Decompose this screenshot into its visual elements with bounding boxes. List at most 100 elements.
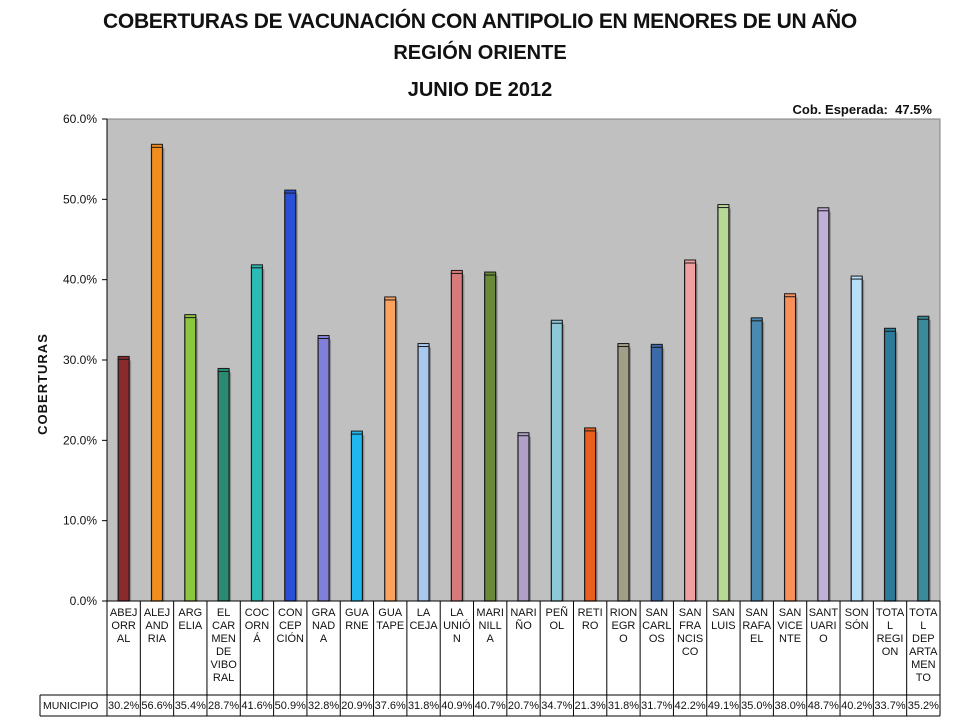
value-label: 31.7% <box>641 700 672 712</box>
bar <box>617 344 630 602</box>
category-label: SAN RAFA EL <box>742 607 771 645</box>
bar-cap <box>784 293 797 298</box>
expected-coverage: Cob. Esperada: 47.5% <box>793 102 932 117</box>
bar-cap <box>850 275 863 280</box>
value-label: 40.9% <box>441 700 472 712</box>
expected-coverage-label: Cob. Esperada: <box>792 102 888 117</box>
bar-cap <box>217 367 230 372</box>
bar-cap <box>684 259 697 264</box>
category-label: GUA TAPE <box>376 607 404 632</box>
bar <box>817 209 830 602</box>
y-tick-label: 10.0% <box>63 514 97 528</box>
bar-cap <box>917 315 930 320</box>
category-label: TOTA L DEP ARTA MEN TO <box>909 607 938 684</box>
value-label: 33.7% <box>874 700 905 712</box>
bar <box>917 317 930 602</box>
value-label: 48.7% <box>808 700 839 712</box>
bar <box>484 273 497 602</box>
value-label: 20.7% <box>508 700 539 712</box>
bar-cap <box>284 189 297 194</box>
bar <box>550 321 563 602</box>
value-label: 37.6% <box>375 700 406 712</box>
bar <box>783 295 797 602</box>
bar <box>117 357 130 602</box>
value-label: 49.1% <box>708 700 739 712</box>
bar <box>584 429 597 602</box>
y-tick-label: 30.0% <box>63 353 97 367</box>
value-label: 30.2% <box>108 700 139 712</box>
bar <box>750 319 763 602</box>
bar-cap <box>250 264 263 269</box>
bar-cap <box>750 317 763 322</box>
bar-cap <box>150 143 163 148</box>
bar-cap <box>817 207 830 212</box>
bar <box>650 345 663 602</box>
chart-subtitle: REGIÓN ORIENTE <box>393 42 567 64</box>
value-label: 35.4% <box>175 700 206 712</box>
bar-cap <box>450 269 463 274</box>
category-label: SAN FRA NCIS CO <box>677 607 703 658</box>
category-label: SAN VICE NTE <box>777 607 803 645</box>
value-label: 40.7% <box>475 700 506 712</box>
y-tick-label: 60.0% <box>63 112 97 126</box>
bar-cap <box>717 204 730 209</box>
category-label: ALEJ AND RIA <box>144 607 170 645</box>
category-label: PEÑ OL <box>546 606 569 632</box>
bar <box>384 298 397 602</box>
value-label: 35.0% <box>741 700 772 712</box>
bar <box>250 266 264 602</box>
series-name-label: MUNICIPIO <box>43 700 98 712</box>
value-label: 21.3% <box>575 700 606 712</box>
value-label: 40.2% <box>841 700 872 712</box>
category-label: MARI NILL A <box>476 607 504 645</box>
bar-cap <box>417 343 430 348</box>
category-label: LA CEJA <box>409 607 438 632</box>
value-label: 32.8% <box>308 700 339 712</box>
bar <box>350 432 363 602</box>
chart-title: COBERTURAS DE VACUNACIÓN CON ANTIPOLIO E… <box>103 10 857 33</box>
category-label: RION EGR O <box>610 607 638 645</box>
bar-cap <box>650 343 663 348</box>
category-label: SAN LUIS <box>711 607 735 632</box>
bar <box>217 369 230 602</box>
bar <box>284 191 297 602</box>
y-tick-label: 20.0% <box>63 433 97 447</box>
value-label: 56.6% <box>141 700 172 712</box>
y-tick-label: 40.0% <box>63 273 97 287</box>
bar-cap <box>184 314 197 319</box>
category-label: LA UNIÓ N <box>443 607 471 645</box>
bar-cap <box>617 343 630 348</box>
value-label: 50.9% <box>275 700 306 712</box>
category-label: SAN CARL OS <box>642 607 671 645</box>
category-label: NARI ÑO <box>510 607 536 632</box>
bar-cap <box>484 271 497 276</box>
bar <box>883 329 897 602</box>
expected-coverage-value: 47.5% <box>895 102 932 117</box>
category-label: SON SÓN <box>845 607 869 632</box>
value-label: 31.8% <box>408 700 439 712</box>
bar <box>517 434 530 602</box>
bar-cap <box>350 430 363 435</box>
value-label: 34.7% <box>541 700 572 712</box>
category-label: COC ORN Á <box>245 607 270 645</box>
bar <box>717 205 730 602</box>
bar-cap <box>584 427 597 432</box>
bar-cap <box>517 432 530 437</box>
category-label: CON CEP CIÓN <box>277 607 305 645</box>
bar-cap <box>317 335 330 340</box>
bar-cap <box>384 296 397 301</box>
value-label: 28.7% <box>208 700 239 712</box>
bar-cap <box>550 319 563 324</box>
category-label: EL CAR MEN DE VIBO RAL <box>210 607 237 684</box>
value-label: 38.0% <box>774 700 805 712</box>
category-label: RETI RO <box>578 607 603 632</box>
chart-period: JUNIO DE 2012 <box>407 79 553 101</box>
value-label: 31.8% <box>608 700 639 712</box>
y-tick-label: 0.0% <box>70 594 98 608</box>
bar <box>683 261 697 602</box>
value-label: 42.2% <box>674 700 705 712</box>
bar <box>450 271 463 602</box>
category-label: TOTA L REGI ON <box>876 607 905 658</box>
category-label: ABEJ ORR AL <box>110 607 138 645</box>
